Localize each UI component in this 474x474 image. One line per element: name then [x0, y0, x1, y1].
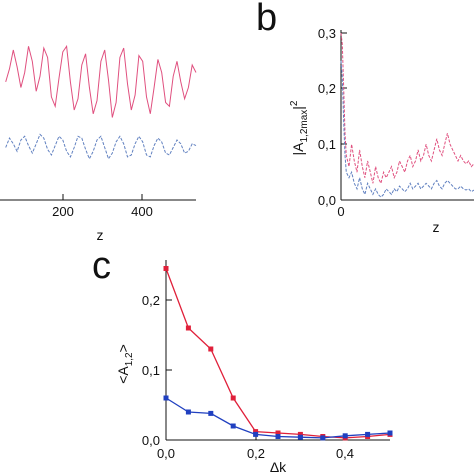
- panel-b: b 0,0 0,1 0,2 0,3 0 z |A1,2max|2: [256, 0, 474, 235]
- panel-b-series-1-line: [340, 32, 474, 185]
- panel-c-y-tick-label: 0,0: [142, 433, 160, 448]
- panel-a-x-tick-label: 400: [131, 204, 153, 219]
- panel-c-series-2-point: [185, 409, 191, 415]
- panel-c-series-2-point: [253, 431, 259, 437]
- panel-b-y-tick-label: 0,2: [318, 81, 336, 96]
- panel-b-letter: b: [256, 0, 277, 39]
- panel-c-series-2-point: [320, 435, 326, 441]
- panel-c-series-2-point: [230, 423, 236, 429]
- panel-b-y-tick-label: 0,1: [318, 137, 336, 152]
- panel-c-series-1-point: [163, 266, 169, 271]
- panel-c-x-axis-label: Δk: [270, 459, 287, 474]
- panel-c-series-1-point: [230, 395, 236, 401]
- panel-c-series-2-point: [208, 410, 214, 416]
- panel-c-letter: c: [92, 245, 111, 287]
- panel-b-y-tick-label: 0,0: [318, 193, 336, 208]
- panel-c-series-2-point: [365, 431, 371, 437]
- panel-c-series-2-point: [387, 430, 393, 436]
- panel-a-series-group: [5, 44, 197, 161]
- panel-c-series-2-point: [342, 433, 348, 439]
- panel-c-y-axis-label: <A1,2>: [115, 344, 135, 384]
- panel-c-series-1-point: [297, 431, 303, 437]
- panel-c-series-2-point: [297, 434, 303, 440]
- panel-a-x-tick-label: 200: [52, 204, 74, 219]
- panel-c-series-1-point: [208, 346, 214, 352]
- panel-b-series-group: [340, 32, 474, 198]
- panel-a-x-axis-label: z: [97, 227, 104, 243]
- panel-c-y-tick-label: 0,1: [142, 363, 160, 378]
- panel-b-y-tick-label: 0,3: [318, 26, 336, 41]
- panel-b-x-axis-label: z: [433, 219, 440, 235]
- panel-c-series-2-point: [163, 395, 169, 401]
- panel-c-series-2-point: [275, 434, 281, 439]
- panel-c: c 0,0 0,1 0,2 0,0 0,2 0,4 Δk <A1,2>: [92, 245, 393, 474]
- panel-c-x-tick-label: 0,0: [157, 446, 175, 461]
- panel-b-series-2-line: [340, 60, 474, 198]
- panel-c-series-1-point: [253, 429, 259, 435]
- panel-b-x-tick-label: 0: [337, 204, 344, 219]
- panel-a-series-1-line: [5, 44, 197, 118]
- panel-a: 200 400 z: [0, 44, 197, 243]
- panel-c-series-group: [163, 266, 393, 441]
- panel-c-x-tick-label: 0,2: [247, 446, 265, 461]
- panel-c-series-1-point: [275, 430, 281, 436]
- panel-a-series-2-line: [5, 133, 197, 161]
- panel-c-series-1-point: [185, 325, 191, 331]
- panel-c-y-tick-label: 0,2: [142, 293, 160, 308]
- panel-c-x-tick-label: 0,4: [336, 446, 354, 461]
- panel-b-y-axis-label: |A1,2max|2: [289, 100, 310, 155]
